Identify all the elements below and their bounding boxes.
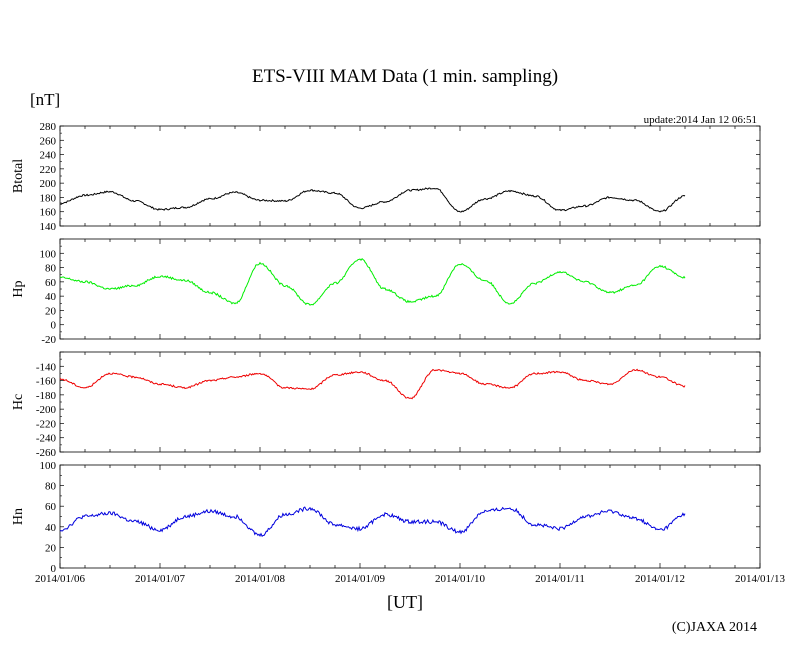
y-tick-label: 180 bbox=[40, 192, 57, 204]
x-tick-label: 2014/01/09 bbox=[335, 573, 386, 585]
y-tick-label: 40 bbox=[45, 291, 57, 303]
y-tick-label: -140 bbox=[36, 361, 57, 373]
y-tick-label: 80 bbox=[45, 481, 57, 493]
chart-title: ETS-VIII MAM Data (1 min. sampling) bbox=[251, 66, 559, 87]
x-tick-label: 2014/01/08 bbox=[235, 573, 286, 585]
y-tick-label: -160 bbox=[36, 376, 57, 388]
series-line-btotal bbox=[59, 187, 686, 213]
y-tick-label: 160 bbox=[40, 207, 57, 219]
y-tick-label: -180 bbox=[36, 390, 57, 402]
update-timestamp: update:2014 Jan 12 06:51 bbox=[643, 114, 757, 126]
y-tick-label: 40 bbox=[45, 522, 57, 534]
y-tick-label: 140 bbox=[40, 221, 57, 233]
y-tick-label: 260 bbox=[40, 135, 57, 147]
y-tick-label: 20 bbox=[45, 305, 57, 317]
y-tick-label: -220 bbox=[36, 418, 57, 430]
x-axis-label: [UT] bbox=[387, 592, 423, 612]
series-line-hc bbox=[59, 368, 686, 400]
y-tick-label: 60 bbox=[45, 277, 57, 289]
y-axis-label: Btotal bbox=[11, 159, 26, 193]
y-tick-label: 80 bbox=[45, 263, 57, 275]
y-tick-label: 0 bbox=[51, 320, 57, 332]
panel-frame bbox=[59, 464, 761, 569]
copyright-text: (C)JAXA 2014 bbox=[671, 620, 757, 635]
y-tick-label: 0 bbox=[51, 563, 57, 575]
y-tick-label: 100 bbox=[40, 460, 57, 472]
y-axis-label: Hc bbox=[11, 394, 26, 410]
x-tick-label: 2014/01/11 bbox=[535, 573, 585, 585]
y-tick-label: 20 bbox=[45, 542, 57, 554]
y-tick-label: 220 bbox=[40, 164, 57, 176]
unit-label: [nT] bbox=[30, 90, 61, 109]
panel-frame bbox=[59, 351, 761, 453]
y-tick-label: -260 bbox=[36, 447, 57, 459]
panel-frame bbox=[59, 125, 761, 227]
y-tick-label: 60 bbox=[45, 501, 57, 513]
y-axis-label: Hp bbox=[11, 280, 26, 297]
y-tick-label: 240 bbox=[40, 150, 57, 162]
y-tick-label: -20 bbox=[41, 334, 56, 346]
series-line-hp bbox=[59, 257, 686, 306]
y-axis-label: Hn bbox=[11, 508, 26, 525]
y-tick-label: 280 bbox=[40, 121, 57, 133]
x-tick-label: 2014/01/07 bbox=[135, 573, 186, 585]
x-tick-label: 2014/01/10 bbox=[435, 573, 486, 585]
y-tick-label: -240 bbox=[36, 433, 57, 445]
y-tick-label: 200 bbox=[40, 178, 57, 190]
x-tick-label: 2014/01/12 bbox=[635, 573, 685, 585]
y-tick-label: 100 bbox=[40, 248, 57, 260]
y-tick-label: -200 bbox=[36, 404, 57, 416]
x-tick-label: 2014/01/13 bbox=[735, 573, 786, 585]
series-line-hn bbox=[59, 506, 686, 537]
x-tick-label: 2014/01/06 bbox=[35, 573, 86, 585]
panel-frame bbox=[59, 238, 761, 340]
